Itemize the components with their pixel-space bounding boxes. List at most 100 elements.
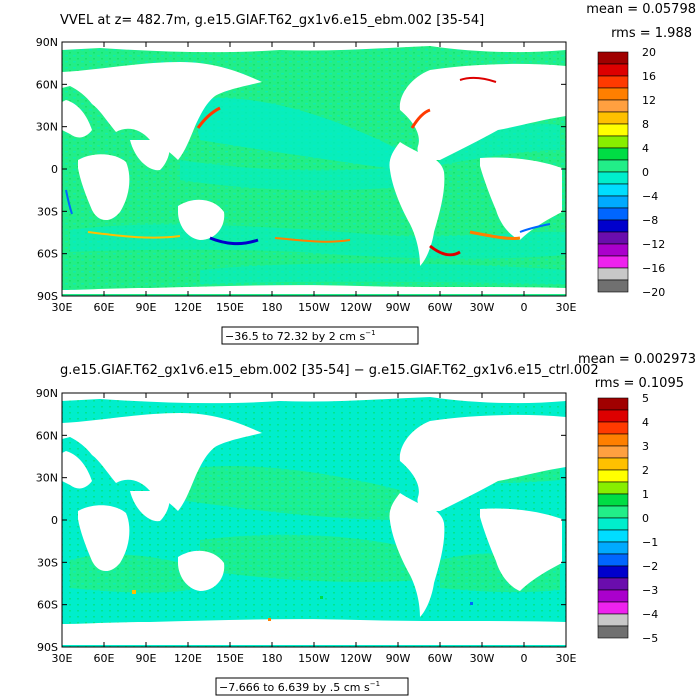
range-label-box: −7.666 to 6.639 by .5 cm s−1 [215, 677, 409, 696]
colorbar-label: 16 [642, 70, 656, 83]
y-tick-label: 0 [51, 514, 58, 527]
colorbar-label: −3 [642, 584, 658, 597]
x-tick-label: 30E [556, 652, 577, 665]
colorbar-swatch [597, 517, 629, 531]
colorbar-swatch [597, 231, 629, 245]
x-axis: 30E 60E 90E 120E 150E 180 150W 120W 90W 60W 30W 0 30… [52, 42, 577, 314]
y-tick-label: 90N [36, 387, 58, 400]
colorbar-swatch [597, 219, 629, 233]
colorbar-swatch [597, 99, 629, 113]
panel-title: g.e15.GIAF.T62_gx1v6.e15_ebm.002 [35-54]… [60, 363, 599, 378]
x-tick-label: 120W [340, 652, 372, 665]
map-plot [61, 41, 567, 297]
colorbar-label: −8 [642, 214, 658, 227]
y-tick-label: 30S [37, 556, 58, 569]
x-tick-label: 120W [340, 301, 372, 314]
rms-stat: rms = 0.1095 [595, 376, 684, 391]
colorbar-swatch [597, 51, 629, 65]
x-tick-label: 120E [174, 301, 202, 314]
svg-text:−36.5 to 72.32 by 2 cm s−1: −36.5 to 72.32 by 2 cm s−1 [225, 329, 376, 343]
x-tick-label: 30W [470, 301, 495, 314]
colorbar: 20 16 12 8 4 0 −4 −8 −12 −16 −20 [597, 46, 665, 299]
x-tick-label: 0 [521, 301, 528, 314]
x-tick-label: 60W [428, 652, 453, 665]
y-tick-label: 90S [37, 641, 58, 654]
colorbar-swatch [597, 577, 629, 591]
top-panel: VVEL at z= 482.7m, g.e15.GIAF.T62_gx1v6.… [36, 2, 696, 345]
colorbar-label: 0 [642, 512, 649, 525]
land-mask [62, 393, 566, 645]
colorbar-swatch [597, 445, 629, 459]
colorbar-swatch [597, 625, 629, 639]
y-tick-label: 30N [36, 472, 58, 485]
colorbar-swatch [597, 505, 629, 519]
range-label-box: −36.5 to 72.32 by 2 cm s−1 [221, 326, 419, 345]
colorbar-swatch [597, 553, 629, 567]
x-tick-label: 150E [216, 301, 244, 314]
y-tick-label: 0 [51, 163, 58, 176]
x-axis: 30E 60E 90E 120E 150E 180 150W 120W 90W 60W 30W 0 30… [52, 393, 577, 665]
colorbar-swatch [597, 613, 629, 627]
colorbar-swatch [597, 75, 629, 89]
colorbar-label: 5 [642, 392, 649, 405]
colorbar-swatch [597, 529, 629, 543]
colorbar-label: −1 [642, 536, 658, 549]
colorbar-label: −4 [642, 190, 658, 203]
colorbar-swatch [597, 63, 629, 77]
colorbar-swatch [597, 267, 629, 281]
x-tick-label: 60W [428, 301, 453, 314]
colorbar-swatch [597, 433, 629, 447]
colorbar-swatch [597, 255, 629, 269]
x-tick-label: 30E [52, 652, 73, 665]
x-tick-label: 180 [262, 301, 283, 314]
colorbar-swatch [597, 565, 629, 579]
rms-stat: rms = 1.988 [611, 26, 692, 41]
y-axis: 90N 60N 30N 0 30S 60S 90S [36, 36, 566, 303]
colorbar-swatch [597, 469, 629, 483]
map-plot [61, 392, 567, 648]
colorbar-label: 20 [642, 46, 656, 59]
x-tick-label: 60E [94, 301, 115, 314]
colorbar-label: −2 [642, 560, 658, 573]
colorbar-swatch [597, 195, 629, 209]
colorbar-label: −12 [642, 238, 665, 251]
colorbar-label: 0 [642, 166, 649, 179]
colorbar-swatch [597, 111, 629, 125]
colorbar-label: 2 [642, 464, 649, 477]
x-tick-label: 90W [386, 652, 411, 665]
colorbar-swatch [597, 183, 629, 197]
colorbar-swatch [597, 493, 629, 507]
colorbar-swatch [597, 123, 629, 137]
colorbar-swatch [597, 87, 629, 101]
x-tick-label: 90W [386, 301, 411, 314]
colorbar-swatch [597, 279, 629, 293]
colorbar-label: 3 [642, 440, 649, 453]
range-label: −36.5 to 72.32 by 2 cm s [225, 330, 365, 343]
x-tick-label: 90E [136, 301, 157, 314]
range-label: −7.666 to 6.639 by .5 cm s [219, 681, 370, 694]
y-tick-label: 60N [36, 78, 58, 91]
x-tick-label: 30E [556, 301, 577, 314]
colorbar-label: −20 [642, 286, 665, 299]
y-tick-label: 90S [37, 290, 58, 303]
colorbar-swatch [597, 481, 629, 495]
strong-currents [65, 76, 551, 257]
colorbar-swatch [597, 601, 629, 615]
x-tick-label: 150E [216, 652, 244, 665]
colorbar-label: 1 [642, 488, 649, 501]
colorbar-swatch [597, 409, 629, 423]
x-tick-label: 150W [298, 652, 330, 665]
colorbar-label: −16 [642, 262, 665, 275]
mean-stat: mean = 0.05798 [586, 2, 696, 17]
colorbar-label: −4 [642, 608, 658, 621]
mean-stat: mean = 0.002973 [578, 352, 696, 367]
y-tick-label: 30S [37, 205, 58, 218]
x-tick-label: 0 [521, 652, 528, 665]
x-tick-label: 150W [298, 301, 330, 314]
y-tick-label: 90N [36, 36, 58, 49]
bottom-panel: g.e15.GIAF.T62_gx1v6.e15_ebm.002 [35-54]… [36, 352, 696, 696]
x-tick-label: 30E [52, 301, 73, 314]
colorbar-swatch [597, 147, 629, 161]
x-tick-label: 90E [136, 652, 157, 665]
x-tick-label: 60E [94, 652, 115, 665]
